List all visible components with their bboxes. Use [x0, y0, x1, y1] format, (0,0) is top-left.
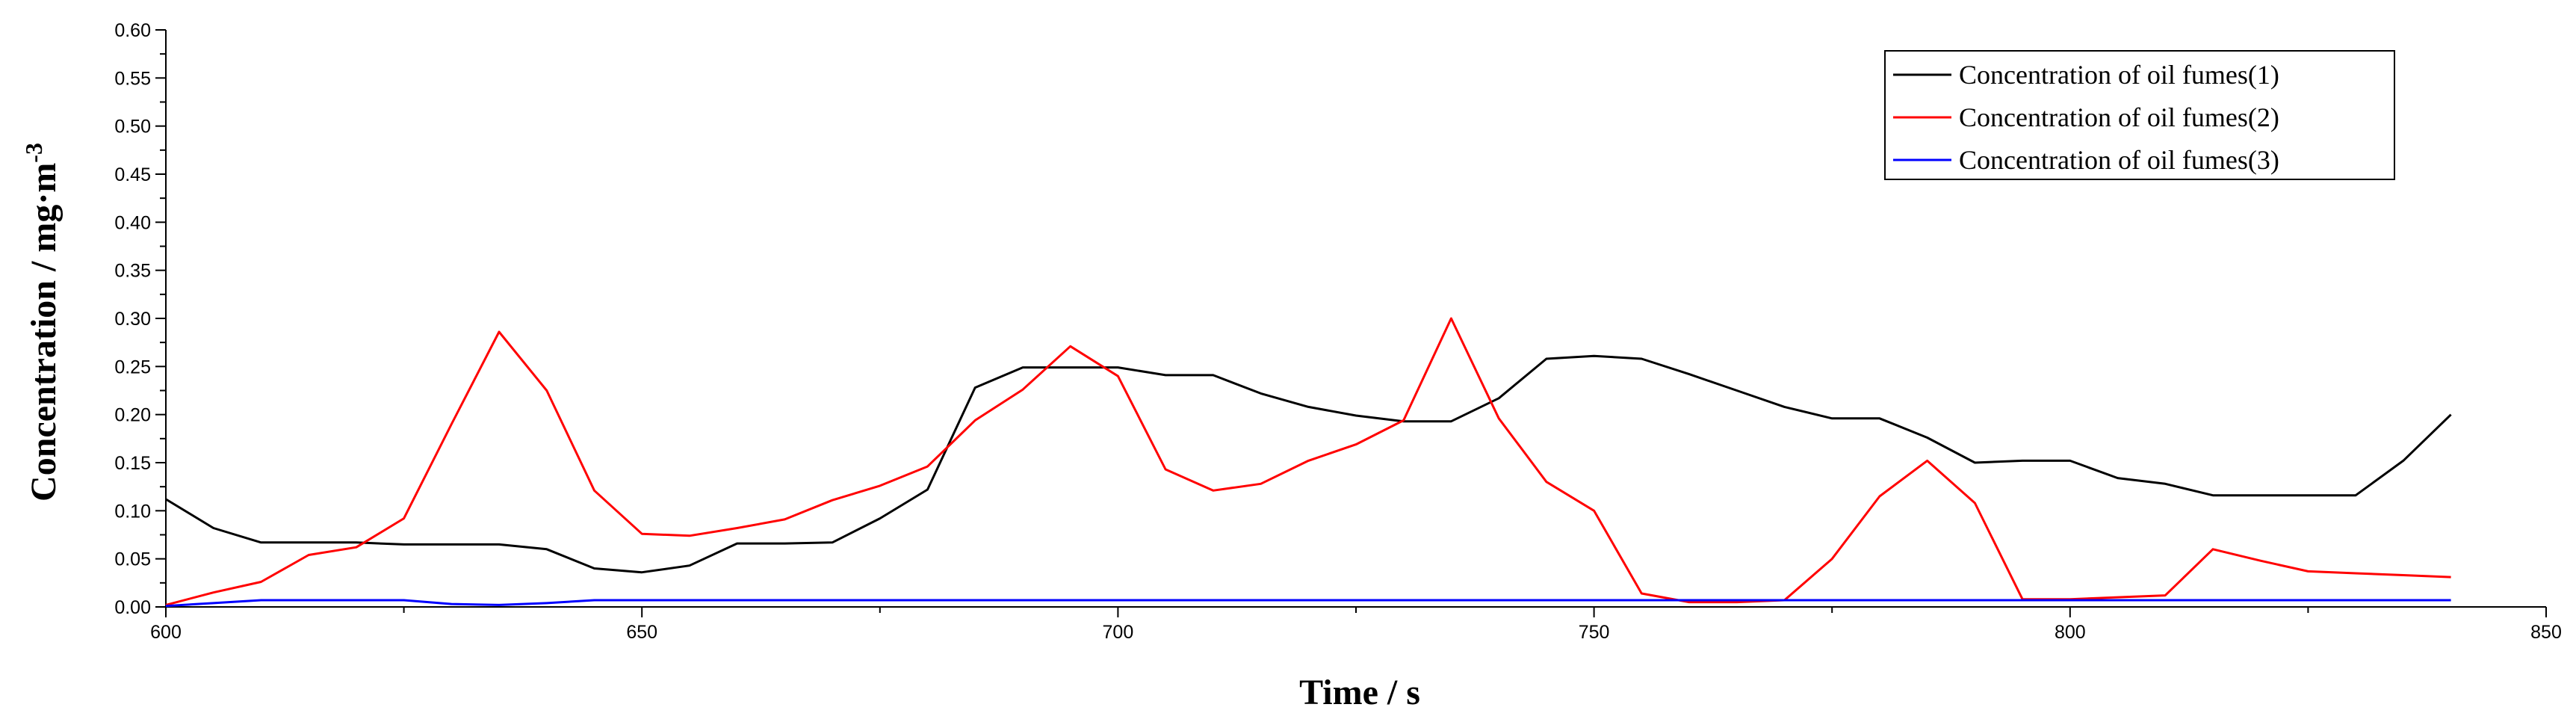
x-tick-label: 700: [1103, 622, 1134, 643]
legend-label-1: Concentration of oil fumes(1): [1959, 60, 2279, 90]
y-tick-label: 0.25: [114, 357, 151, 377]
y-axis-title-group: Concentration / mg·m-3: [20, 143, 64, 502]
x-tick-label: 800: [2055, 622, 2086, 643]
series-line-3: [165, 599, 2451, 608]
y-tick-label: 0.00: [114, 597, 151, 618]
y-tick-label: 0.20: [114, 405, 151, 426]
y-tick-label: 0.60: [114, 20, 151, 41]
y-axis-title-superscript: -3: [20, 143, 47, 163]
y-tick-label: 0.50: [114, 117, 151, 138]
y-tick-label: 0.40: [114, 212, 151, 233]
y-tick-label: 0.30: [114, 309, 151, 330]
y-tick-label: 0.35: [114, 261, 151, 282]
y-axis: 0.00 0.05 0.10 0.15 0.20 0.25 0.30 0.35 0.40 0.45…: [114, 20, 166, 618]
series-line-1: [165, 354, 2452, 574]
x-tick-label: 600: [150, 622, 182, 643]
y-tick-label: 0.10: [114, 501, 151, 522]
y-tick-label: 0.15: [114, 453, 151, 474]
y-axis-title: Concentration / mg·m-3: [20, 143, 64, 502]
y-tick-label: 0.45: [114, 164, 151, 185]
series-line-2: [165, 317, 2451, 606]
x-axis: 600 650 700 750 800 850: [150, 607, 2562, 643]
legend: Concentration of oil fumes(1) Concentrati…: [1884, 50, 2395, 180]
x-axis-title: Time / s: [1299, 673, 1420, 712]
y-tick-label: 0.55: [114, 68, 151, 89]
x-tick-label: 750: [1579, 622, 1610, 643]
y-axis-title-main: Concentration / mg·m: [24, 163, 64, 502]
series-layer: [165, 317, 2452, 608]
x-tick-label: 650: [626, 622, 657, 643]
legend-box: [1884, 50, 2395, 180]
x-tick-label: 850: [2530, 622, 2562, 643]
legend-label-3: Concentration of oil fumes(3): [1959, 145, 2279, 175]
legend-label-2: Concentration of oil fumes(2): [1959, 102, 2279, 132]
y-tick-label: 0.05: [114, 549, 151, 570]
